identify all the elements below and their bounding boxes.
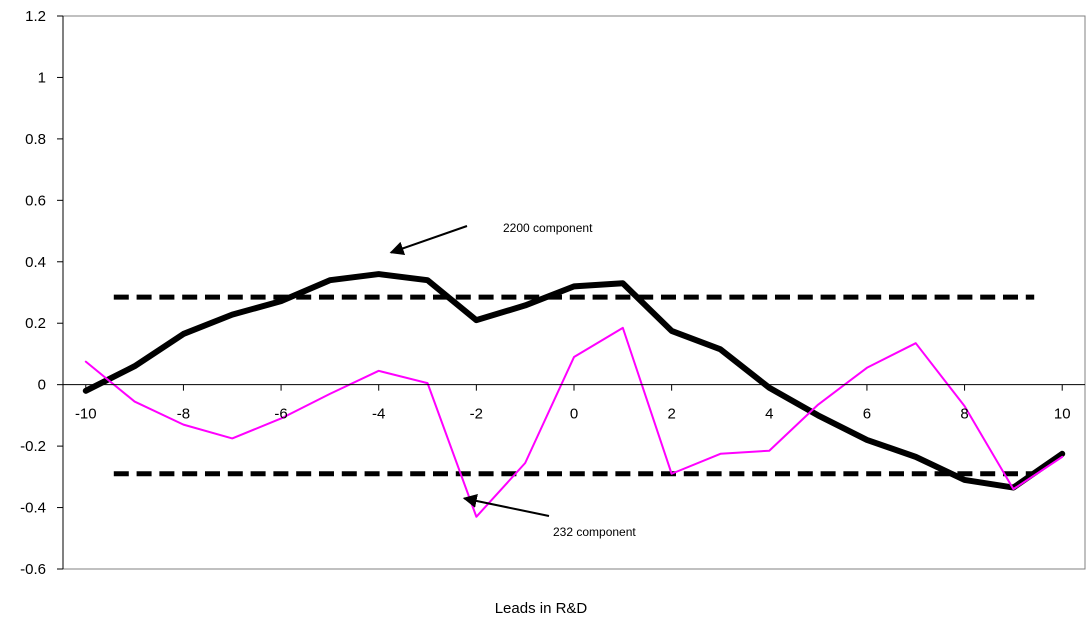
- series-line-magenta: [84, 326, 1064, 518]
- x-tick-label: 8: [960, 406, 968, 423]
- annotation-label: 232 component: [553, 525, 636, 539]
- y-tick-label: 0: [38, 377, 46, 394]
- x-tick-label: -8: [177, 406, 190, 423]
- series-line-black: [82, 271, 1066, 491]
- x-tick-label: 2: [667, 406, 675, 423]
- x-tick-label: 10: [1054, 406, 1071, 423]
- y-tick-label: 1: [38, 69, 46, 86]
- annotation-arrow: [389, 225, 468, 256]
- x-tick-label: -6: [274, 406, 287, 423]
- x-tick-label: -4: [372, 406, 385, 423]
- y-tick-label: 1.2: [25, 8, 46, 25]
- y-tick-label: 0.8: [25, 131, 46, 148]
- x-tick-label: 6: [863, 406, 871, 423]
- y-tick-label: -0.4: [20, 500, 46, 517]
- annotation-arrow: [462, 494, 550, 517]
- x-tick-label: -2: [470, 406, 483, 423]
- y-tick-label: -0.2: [20, 438, 46, 455]
- y-tick-label: -0.6: [20, 561, 46, 578]
- plot-area-border: [62, 15, 1086, 570]
- annotation-label: 2200 component: [503, 221, 593, 235]
- x-axis-title: Leads in R&D: [495, 600, 588, 617]
- x-tick-label: -10: [75, 406, 97, 423]
- y-tick-label: 0.2: [25, 315, 46, 332]
- y-tick-label: 0.4: [25, 254, 46, 271]
- x-tick-label: 0: [570, 406, 578, 423]
- y-tick-label: 0.6: [25, 192, 46, 209]
- x-tick-label: 4: [765, 406, 773, 423]
